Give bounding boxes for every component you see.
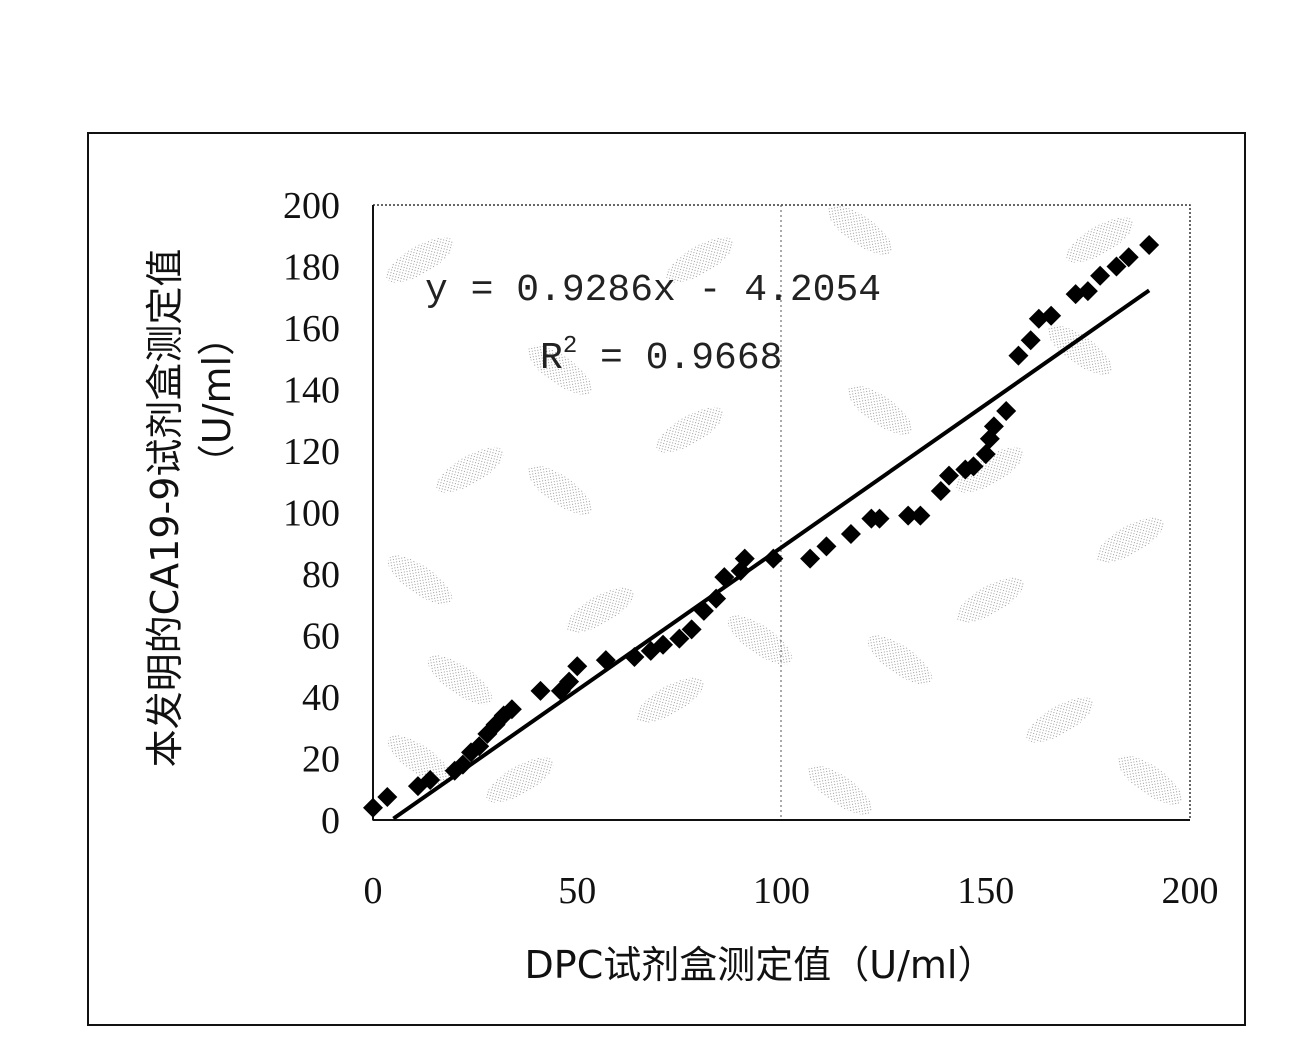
y-tick-label: 80: [302, 554, 340, 596]
y-tick-label: 60: [302, 616, 340, 658]
x-tick-label: 50: [558, 870, 596, 912]
y-tick-label: 180: [283, 247, 340, 289]
r-squared-annotation: R2 = 0.9668: [540, 333, 782, 380]
y-tick-label: 100: [283, 493, 340, 535]
equation-annotation: y = 0.9286x - 4.2054: [425, 269, 881, 312]
x-tick-label: 0: [364, 870, 383, 912]
y-tick-label: 0: [321, 800, 340, 842]
y-axis-label-unit: （U/ml）: [195, 318, 239, 482]
r2-value: = 0.9668: [577, 337, 782, 380]
x-tick-label: 150: [957, 870, 1014, 912]
r2-superscript: 2: [563, 333, 577, 360]
r2-label: R: [540, 337, 563, 380]
y-tick-label: 20: [302, 739, 340, 781]
y-tick-label: 40: [302, 677, 340, 719]
y-axis-label: 本发明的CA19-9试剂盒测定值: [143, 249, 187, 768]
y-tick-label: 120: [283, 431, 340, 473]
x-axis-label: DPC试剂盒测定值（U/ml）: [525, 943, 996, 987]
y-tick-label: 160: [283, 308, 340, 350]
scatter-chart: 0 20 40 60 80 100 120 140 160 180 200 0 50 100 150 200…: [0, 0, 1305, 1050]
y-tick-label: 200: [283, 185, 340, 227]
y-tick-label: 140: [283, 370, 340, 412]
x-tick-label: 100: [753, 870, 810, 912]
x-tick-label: 200: [1162, 870, 1219, 912]
